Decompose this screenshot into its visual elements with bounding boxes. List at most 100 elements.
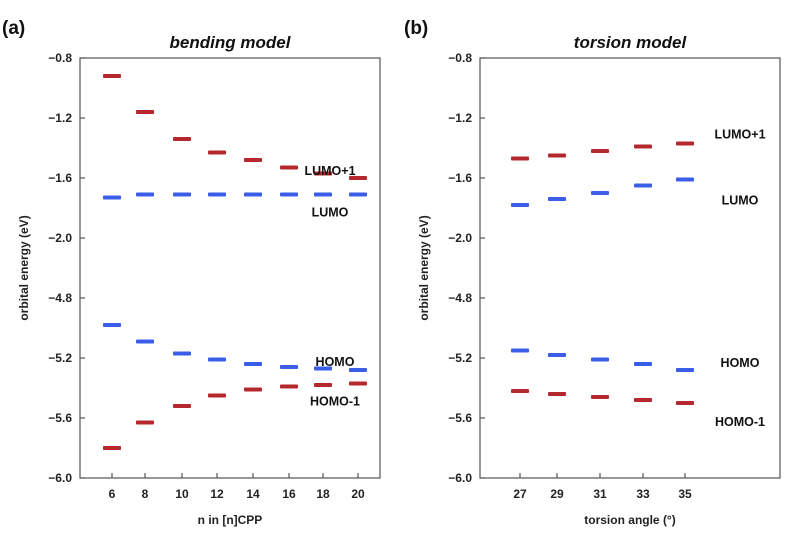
y-tick-label: −0.8 [48, 51, 72, 65]
x-tick-label: 16 [282, 487, 296, 501]
series-label-homo-1: HOMO-1 [310, 395, 360, 409]
energy-level-mark-homo-1 [244, 387, 262, 392]
y-tick-label: −1.6 [448, 171, 472, 185]
x-tick-label: 27 [513, 487, 527, 501]
energy-level-mark-homo [136, 339, 154, 344]
y-tick-label: −1.2 [48, 111, 72, 125]
energy-level-mark-lumoplus1 [208, 150, 226, 155]
y-tick-label: −4.8 [448, 291, 472, 305]
energy-level-mark-homo [280, 365, 298, 369]
energy-level-mark-lumoplus1 [548, 153, 566, 158]
panel-b-x-ticks: 27 29 31 33 35 [513, 473, 692, 501]
x-tick-label: 29 [550, 487, 564, 501]
energy-level-mark-lumo [280, 192, 298, 197]
energy-level-mark-homo [103, 323, 121, 327]
y-tick-label: −6.0 [48, 471, 72, 485]
panel-b-series-labels: LUMO+1 LUMO HOMO HOMO-1 [714, 128, 765, 430]
energy-level-mark-lumoplus1 [173, 137, 191, 141]
energy-level-mark-homo-1 [548, 392, 566, 396]
panel-b-label: (b) [404, 18, 428, 39]
energy-level-mark-lumo [676, 177, 694, 182]
y-tick-label: −2.0 [448, 231, 472, 245]
energy-level-mark-lumo [314, 192, 332, 197]
y-tick-label: −2.0 [48, 231, 72, 245]
energy-level-mark-homo-1 [349, 381, 367, 386]
energy-level-mark-lumo [511, 203, 529, 207]
energy-level-mark-homo-1 [591, 395, 609, 399]
series-label-homo-1: HOMO-1 [715, 415, 765, 429]
x-tick-label: 8 [142, 487, 149, 501]
x-tick-label: 10 [175, 487, 189, 501]
panel-a-plot-frame [79, 57, 381, 479]
energy-level-mark-homo-1 [314, 383, 332, 387]
panel-a-series-labels: LUMO+1 LUMO HOMO HOMO-1 [304, 164, 360, 409]
panel-b-data-marks [511, 141, 694, 405]
energy-level-mark-lumoplus1 [676, 141, 694, 146]
energy-level-mark-homo-1 [136, 420, 154, 425]
y-tick-label: −1.2 [448, 111, 472, 125]
x-tick-label: 18 [316, 487, 330, 501]
energy-level-mark-homo [349, 368, 367, 372]
panel-a-x-ticks: 6 8 10 12 14 16 18 20 [109, 473, 365, 501]
panel-b: (b) torsion model −0.8 −1.2 −1.6 −2.0 −4.8 −5… [404, 18, 781, 527]
panel-a: (a) bending model −0.8 −1.2 −1.6 −2.0 −4.8 −5… [2, 18, 381, 527]
energy-level-mark-lumo [634, 183, 652, 188]
panel-b-plot-frame [479, 57, 781, 479]
energy-level-mark-homo [676, 368, 694, 372]
panel-a-data-marks [103, 74, 367, 450]
energy-level-mark-homo-1 [103, 446, 121, 450]
y-tick-label: −5.2 [448, 351, 472, 365]
panel-b-y-axis-label: orbital energy (eV) [417, 215, 431, 320]
panel-a-x-axis-label: n in [n]CPP [198, 513, 263, 527]
x-tick-label: 14 [246, 487, 260, 501]
energy-level-mark-homo [314, 366, 332, 371]
y-tick-label: −5.2 [48, 351, 72, 365]
energy-level-mark-lumoplus1 [280, 165, 298, 170]
panel-b-title: torsion model [574, 33, 688, 52]
energy-level-mark-homo [548, 353, 566, 357]
energy-level-mark-homo [591, 357, 609, 362]
energy-level-mark-lumoplus1 [136, 110, 154, 114]
energy-level-mark-lumoplus1 [244, 158, 262, 162]
energy-level-mark-lumo [244, 192, 262, 197]
energy-level-mark-lumoplus1 [634, 144, 652, 149]
energy-level-mark-lumo [136, 192, 154, 197]
energy-level-mark-homo [511, 348, 529, 353]
x-tick-label: 20 [351, 487, 365, 501]
energy-level-mark-homo [634, 362, 652, 366]
x-tick-label: 6 [109, 487, 116, 501]
x-tick-label: 31 [593, 487, 607, 501]
energy-level-mark-lumoplus1 [314, 171, 332, 176]
series-label-lumo: LUMO [722, 194, 759, 208]
panel-b-y-ticks: −0.8 −1.2 −1.6 −2.0 −4.8 −5.2 −5.6 −6.0 [448, 51, 485, 485]
x-tick-label: 35 [678, 487, 692, 501]
y-tick-label: −5.6 [448, 411, 472, 425]
energy-level-mark-lumoplus1 [103, 74, 121, 78]
x-tick-label: 12 [210, 487, 224, 501]
panel-b-x-axis-label: torsion angle (°) [584, 513, 675, 527]
y-tick-label: −0.8 [448, 51, 472, 65]
series-label-lumoplus1: LUMO+1 [304, 164, 355, 178]
y-tick-label: −6.0 [448, 471, 472, 485]
energy-level-mark-lumo [103, 195, 121, 200]
y-tick-label: −1.6 [48, 171, 72, 185]
energy-level-mark-lumo [591, 191, 609, 195]
energy-level-mark-homo-1 [280, 384, 298, 389]
energy-level-mark-lumoplus1 [591, 149, 609, 153]
y-tick-label: −4.8 [48, 291, 72, 305]
energy-level-mark-homo-1 [511, 389, 529, 393]
energy-level-mark-lumoplus1 [349, 176, 367, 180]
series-label-lumoplus1: LUMO+1 [714, 128, 765, 142]
panel-a-y-axis-label: orbital energy (eV) [17, 215, 31, 320]
energy-level-mark-homo [208, 357, 226, 362]
series-label-homo: HOMO [316, 355, 355, 369]
energy-level-mark-homo [244, 362, 262, 366]
series-label-homo: HOMO [721, 356, 760, 370]
energy-level-mark-lumo [173, 192, 191, 197]
energy-level-mark-homo-1 [173, 404, 191, 408]
series-label-lumo: LUMO [312, 206, 349, 220]
energy-level-mark-lumoplus1 [511, 156, 529, 161]
energy-level-mark-lumo [548, 197, 566, 201]
y-tick-label: −5.6 [48, 411, 72, 425]
